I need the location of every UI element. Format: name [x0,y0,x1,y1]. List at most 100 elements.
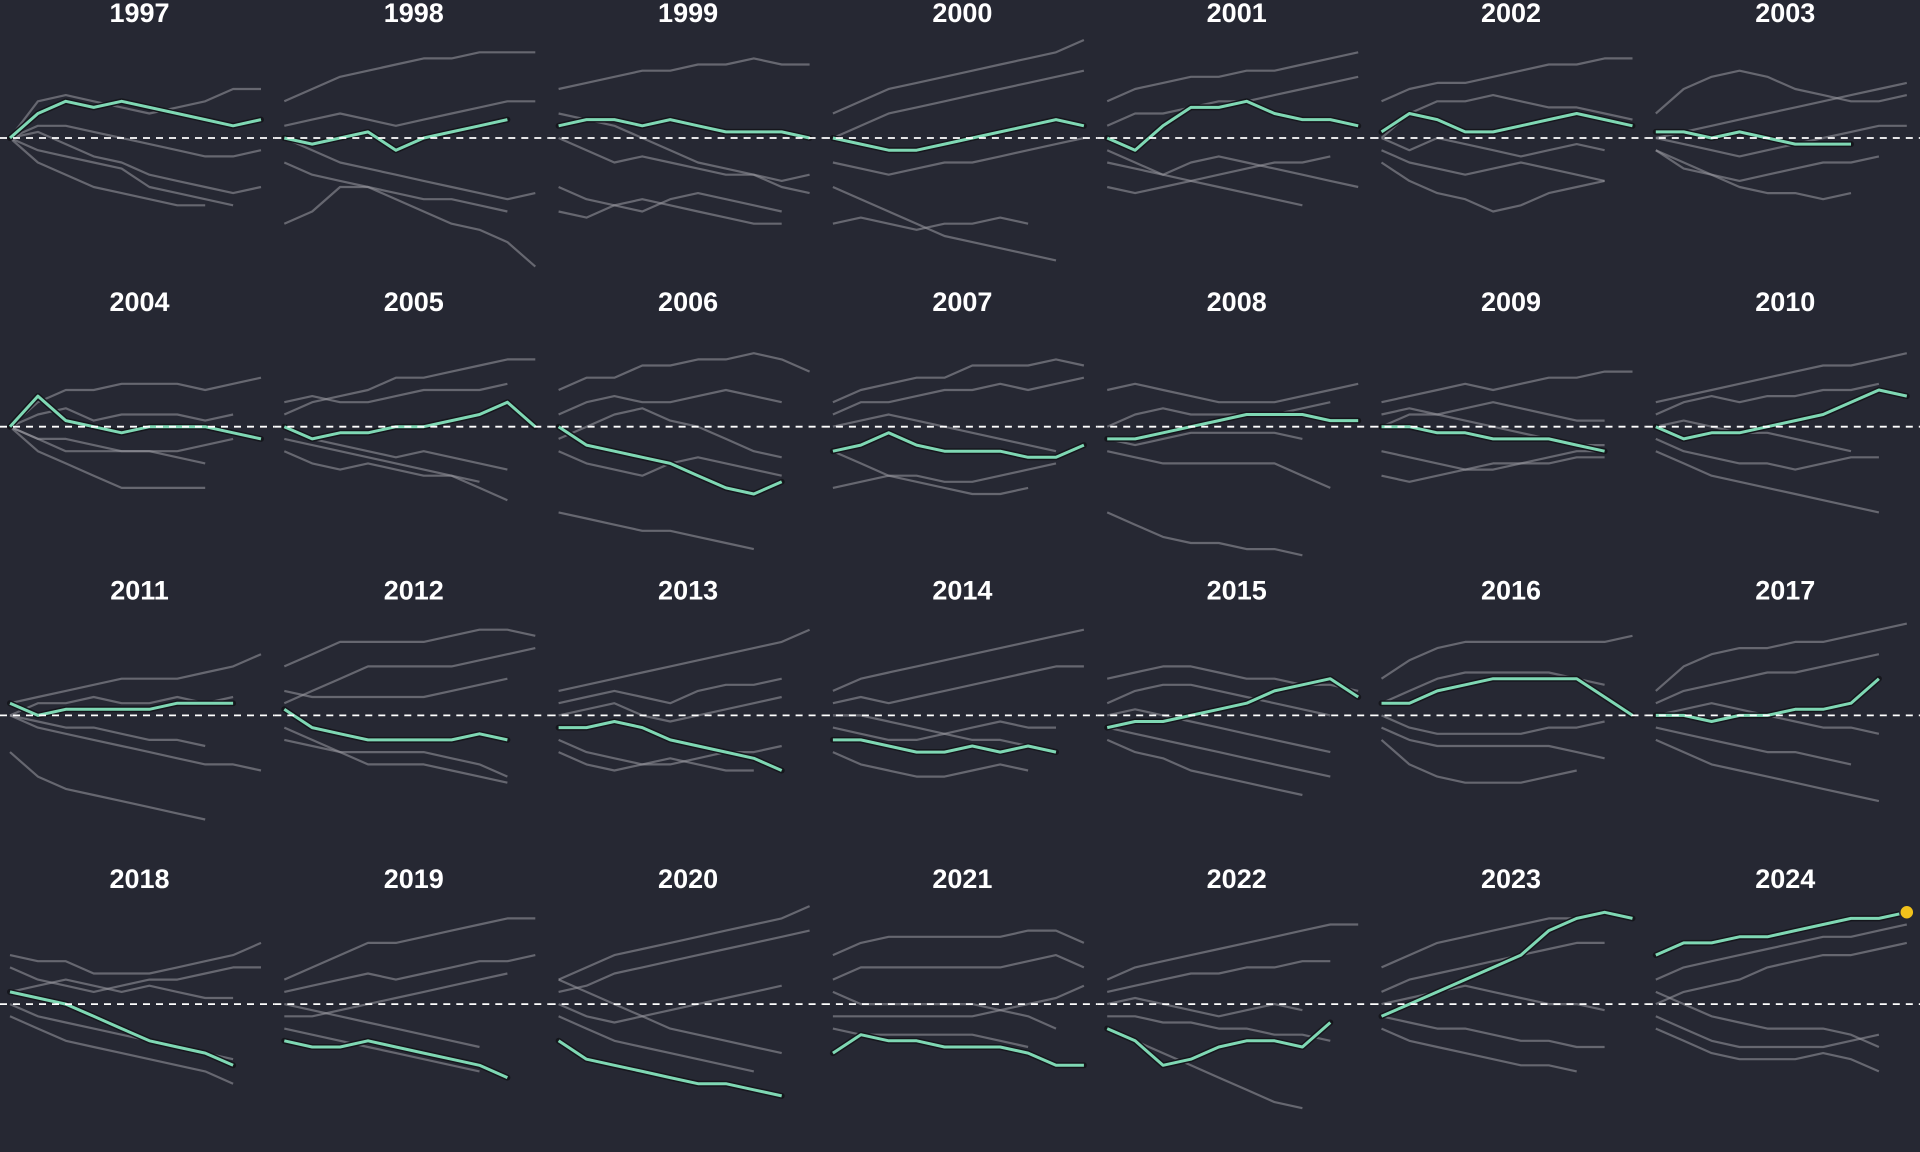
history-line [1106,155,1359,189]
history-line [9,425,206,489]
history-line [1381,714,1605,735]
history-line [9,87,261,139]
history-line [1655,1027,1880,1073]
panel: 2003 [1645,0,1920,201]
panel: 2005 [274,287,549,502]
panel-title: 2008 [1207,287,1267,317]
history-line [558,112,810,195]
history-line [1381,136,1605,158]
history-line [1106,450,1331,489]
highlight-line [1381,425,1605,453]
history-line [1106,683,1331,717]
history-line [9,1015,234,1085]
history-line [1380,161,1605,213]
history-line [1106,155,1331,195]
history-line [558,57,810,91]
history-line [9,714,206,748]
history-line [1381,941,1605,993]
panel: 2020 [548,864,823,1099]
panel: 2004 [0,287,275,489]
history-line [832,450,1057,483]
highlight-line [1106,1021,1332,1067]
history-line [284,972,508,1018]
history-line [1381,1027,1577,1073]
panel: 2022 [1097,864,1372,1110]
history-line [1106,738,1303,797]
highlight-line [558,118,810,140]
history-line [1380,634,1633,680]
history-line [284,1027,480,1073]
history-line [1106,726,1331,778]
history-line [1381,370,1633,404]
panel: 2014 [822,576,1098,778]
history-line [1381,726,1605,760]
history-line [1380,93,1633,139]
panel: 2023 [1371,864,1646,1073]
highlight-line [557,425,783,496]
history-line [832,474,1029,496]
panel-title: 2001 [1207,0,1267,28]
history-line [1381,456,1605,483]
history-line [1106,511,1303,557]
panel: 2001 [1097,0,1372,207]
highlight-line [8,394,262,441]
history-line [1655,382,1880,416]
panel: 2013 [548,576,823,774]
panel-title: 2013 [658,576,718,606]
panel: 2012 [274,576,549,784]
history-line [9,130,262,195]
history-line [283,51,536,103]
history-line [558,388,782,416]
panel-title: 1999 [658,0,718,28]
highlight-line [9,990,234,1067]
history-line [284,437,508,502]
highlight-line [1106,99,1359,152]
highlight-line [1655,130,1851,146]
highlight-line [9,701,234,717]
history-line [832,953,1085,981]
history-line [558,1015,755,1073]
panel: 2009 [1371,287,1646,483]
history-line [284,100,536,127]
panel: 2007 [822,287,1098,496]
panel: 2006 [548,287,823,551]
history-line [558,929,810,993]
history-line [832,185,1057,262]
panel-title: 2010 [1755,287,1815,317]
panel-title: 2012 [384,576,444,606]
panel-title: 2000 [932,0,992,28]
panel-title: 2017 [1755,576,1815,606]
highlight-line [283,708,508,742]
panel: 2024 [1645,864,1920,1073]
panel-title: 2024 [1755,864,1815,894]
panel: 2019 [274,864,549,1081]
history-line [1106,149,1303,207]
history-line [1655,990,1880,1049]
end-marker [1899,904,1915,921]
history-line [558,751,754,772]
panel-title: 2019 [384,864,444,894]
highlight-line [1380,112,1633,134]
panel-title: 2016 [1481,576,1541,606]
history-line [832,358,1085,404]
panel: 2021 [822,864,1098,1069]
history-line [558,978,782,1055]
history-line [284,677,508,699]
history-line [283,185,537,268]
history-line [558,511,755,551]
highlight-line [832,431,1085,459]
history-line [1655,352,1908,404]
highlight-line [832,1033,1084,1067]
panel-title: 2006 [658,287,718,317]
history-line [558,185,782,213]
history-line [1381,57,1633,103]
highlight-line [558,720,783,772]
history-line [558,984,782,1024]
history-line [283,425,508,471]
history-line [284,738,508,784]
history-line [9,407,234,428]
panel-title: 2018 [109,864,169,894]
panel-title: 1997 [109,0,169,28]
